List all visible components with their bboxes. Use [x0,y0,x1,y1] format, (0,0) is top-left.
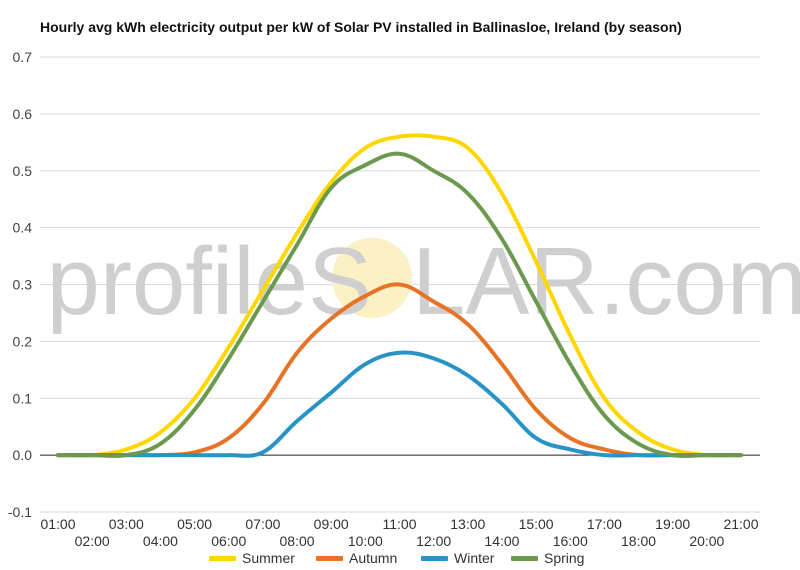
x-tick-label: 15:00 [519,516,554,532]
legend-label: Winter [454,550,495,566]
series-line-winter [56,350,743,458]
x-tick-label: 18:00 [621,533,656,549]
watermark-text-left: profileS [47,228,373,335]
y-tick-label: 0.0 [13,447,33,463]
y-tick-label: 0.4 [13,220,33,236]
x-tick-label: 13:00 [450,516,485,532]
x-tick-label: 19:00 [655,516,690,532]
y-tick-label: 0.5 [13,163,33,179]
legend-label: Spring [544,550,584,566]
legend-swatch [511,556,538,561]
x-tick-label: 08:00 [280,533,315,549]
x-tick-label: 04:00 [143,533,178,549]
watermark: profileS LAR.com [47,228,800,335]
legend-label: Autumn [349,550,397,566]
legend-label: Summer [242,550,295,566]
chart-title: Hourly avg kWh electricity output per kW… [40,19,682,35]
x-tick-label: 06:00 [211,533,246,549]
legend-swatch [316,556,343,561]
legend-item-winter[interactable]: Winter [421,550,495,566]
x-tick-label: 17:00 [587,516,622,532]
legend-item-autumn[interactable]: Autumn [316,550,397,566]
x-tick-label: 07:00 [245,516,280,532]
x-tick-label: 16:00 [553,533,588,549]
y-tick-label: -0.1 [8,504,32,520]
x-tick-label: 05:00 [177,516,212,532]
watermark-sun-icon [332,238,412,318]
y-tick-label: 0.1 [13,390,33,406]
x-tick-label: 01:00 [40,516,75,532]
x-tick-label: 02:00 [75,533,110,549]
y-tick-label: 0.2 [13,333,33,349]
y-tick-label: 0.6 [13,106,33,122]
legend-swatch [421,556,448,561]
legend-item-summer[interactable]: Summer [209,550,295,566]
y-tick-label: 0.3 [13,277,33,293]
x-tick-label: 12:00 [416,533,451,549]
x-tick-label: 21:00 [723,516,758,532]
series-layer [56,133,743,459]
watermark-text-right: LAR.com [412,228,800,335]
x-tick-label: 09:00 [314,516,349,532]
x-tick-label: 14:00 [484,533,519,549]
x-tick-label: 03:00 [109,516,144,532]
x-tick-label: 20:00 [689,533,724,549]
x-tick-label: 10:00 [348,533,383,549]
series-line-summer [56,133,743,458]
series-line-spring [56,151,743,459]
x-tick-label: 11:00 [383,516,417,532]
y-tick-label: 0.7 [13,49,33,65]
legend-swatch [209,556,236,561]
legend: Summer Autumn Winter Spring [209,550,584,566]
legend-item-spring[interactable]: Spring [511,550,584,566]
